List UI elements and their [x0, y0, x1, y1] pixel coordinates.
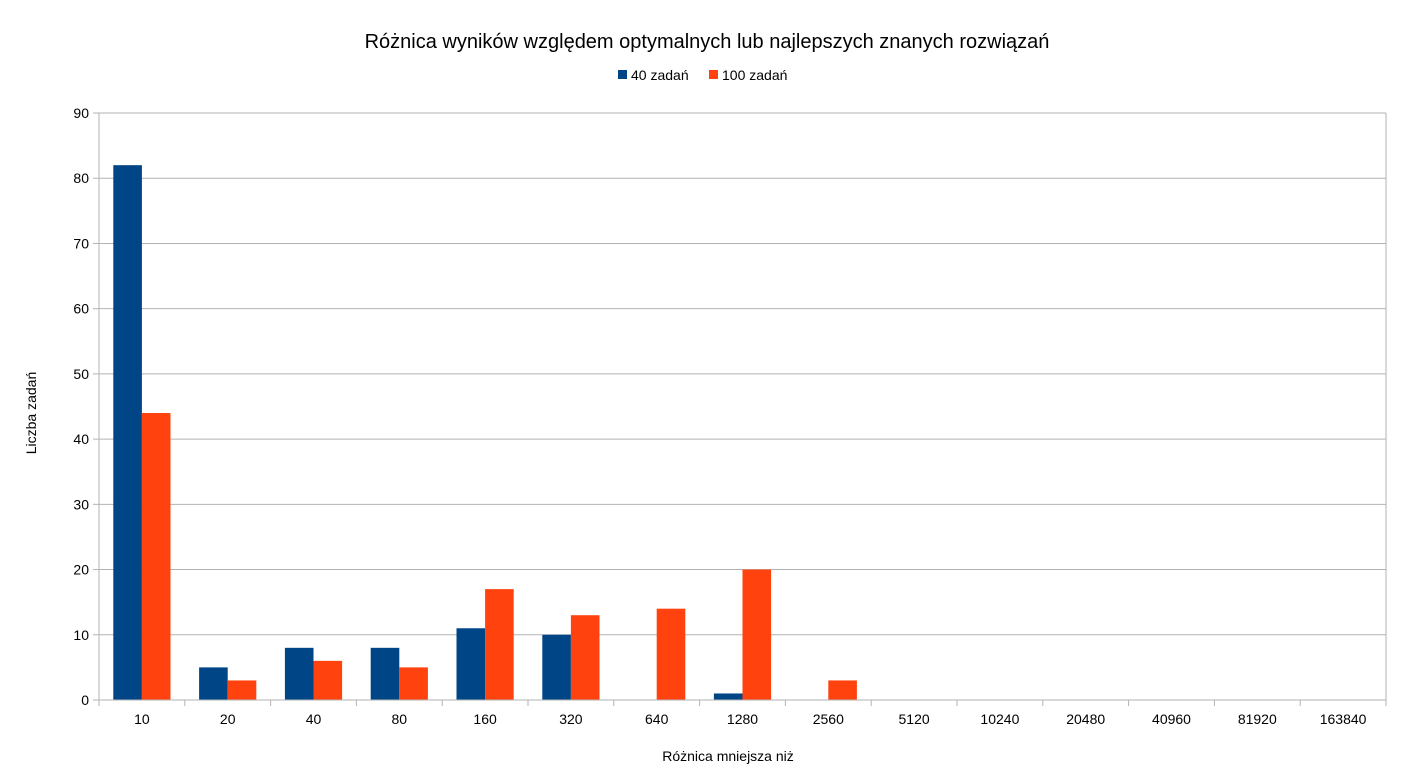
x-tick-label: 10 — [134, 711, 150, 727]
bar-40-zadan — [456, 628, 486, 700]
y-tick-label: 30 — [73, 496, 89, 512]
x-tick-label: 81920 — [1238, 711, 1277, 727]
y-axis-label: Liczba zadań — [23, 372, 39, 455]
bar-100-zadan — [141, 413, 171, 700]
y-tick-label: 90 — [73, 105, 89, 121]
bar-100-zadan — [828, 680, 857, 700]
y-tick-label: 50 — [73, 366, 89, 382]
x-tick-label: 163840 — [1320, 711, 1367, 727]
x-tick-label: 10240 — [980, 711, 1019, 727]
y-tick-label: 60 — [73, 301, 89, 317]
bar-100-zadan — [485, 589, 514, 700]
bar-40-zadan — [113, 165, 142, 700]
x-tick-label: 40960 — [1152, 711, 1191, 727]
bar-100-zadan — [227, 680, 257, 700]
bar-40-zadan — [542, 634, 571, 700]
x-tick-label: 80 — [392, 711, 408, 727]
bar-100-zadan — [313, 660, 343, 700]
bar-100-zadan — [570, 615, 600, 700]
x-tick-label: 40 — [306, 711, 322, 727]
y-tick-label: 80 — [73, 170, 89, 186]
x-axis-label: Różnica mniejsza niż — [662, 748, 794, 764]
bar-40-zadan — [370, 647, 400, 700]
legend-label-40-zadan: 40 zadań — [631, 67, 689, 83]
bar-40-zadan — [199, 667, 228, 700]
x-tick-label: 2560 — [813, 711, 844, 727]
x-tick-label: 1280 — [727, 711, 758, 727]
legend-swatch-40-zadan — [618, 70, 627, 79]
plot-area: 0 10 20 30 40 50 60 70 80 90 10 20 40 80 160 320 640 1280… — [73, 105, 1387, 727]
legend-label-100-zadan: 100 zadań — [722, 67, 787, 83]
legend-swatch-100-zadan — [709, 70, 718, 79]
x-tick-label: 640 — [645, 711, 669, 727]
y-tick-label: 10 — [73, 627, 89, 643]
y-tick-label: 40 — [73, 431, 89, 447]
bar-100-zadan — [399, 667, 428, 700]
x-tick-label: 5120 — [899, 711, 930, 727]
bar-40-zadan — [284, 647, 314, 700]
y-tick-label: 70 — [73, 235, 89, 251]
y-tick-label: 20 — [73, 562, 89, 578]
bar-100-zadan — [742, 569, 772, 700]
x-tick-label: 160 — [473, 711, 497, 727]
x-tick-label: 20480 — [1066, 711, 1105, 727]
bar-100-zadan — [656, 608, 686, 700]
x-tick-label: 320 — [559, 711, 583, 727]
chart-title: Różnica wyników względem optymalnych lub… — [365, 31, 1050, 53]
legend: 40 zadań 100 zadań — [618, 67, 787, 83]
bar-40-zadan — [713, 693, 743, 700]
y-tick-label: 0 — [81, 692, 89, 708]
x-tick-label: 20 — [220, 711, 236, 727]
